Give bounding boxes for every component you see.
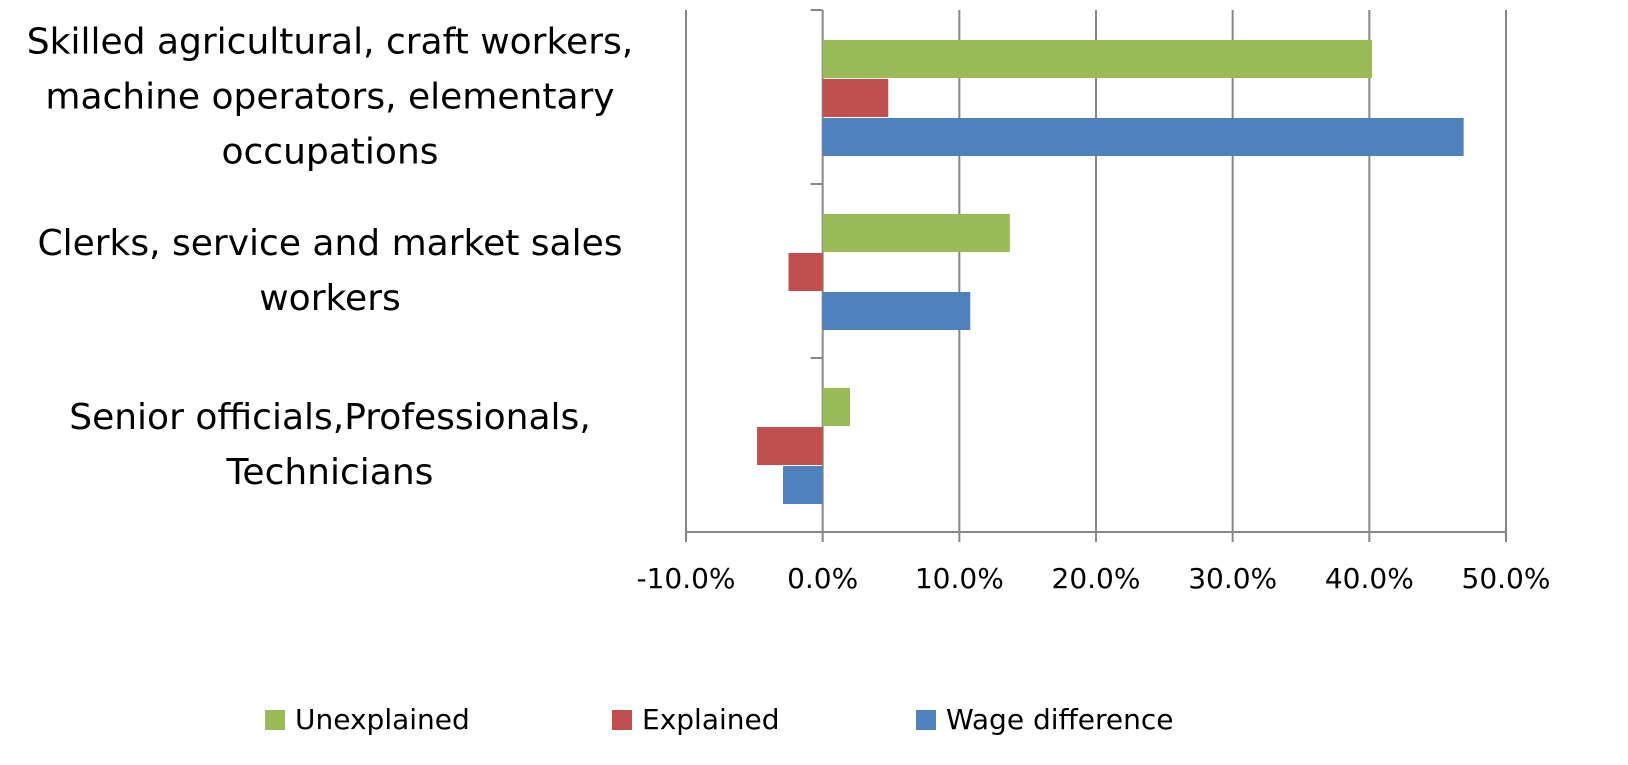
legend-swatch <box>612 710 632 730</box>
bar <box>788 253 823 291</box>
bar <box>822 118 1464 156</box>
bar <box>822 214 1010 252</box>
legend-label: Wage difference <box>946 703 1174 736</box>
bar <box>757 427 823 465</box>
x-tick-label: 30.0% <box>1188 562 1277 595</box>
x-tick-label: 20.0% <box>1052 562 1141 595</box>
bar <box>822 40 1373 78</box>
category-label: Clerks, service and market sales workers <box>37 223 623 319</box>
x-tick-label: 40.0% <box>1325 562 1414 595</box>
bar <box>822 292 971 330</box>
x-tick-label: 50.0% <box>1462 562 1551 595</box>
x-tick-label: 10.0% <box>915 562 1004 595</box>
category-label: Skilled agricultural, craft workers, mac… <box>26 21 634 173</box>
x-tick-label: -10.0% <box>636 562 735 595</box>
legend-swatch <box>916 710 936 730</box>
x-tick-label: 0.0% <box>787 562 858 595</box>
legend-label: Unexplained <box>295 703 470 736</box>
bar <box>783 466 823 504</box>
legend-label: Explained <box>642 703 780 736</box>
bar <box>822 388 850 426</box>
legend-swatch <box>265 710 285 730</box>
bar <box>822 79 889 117</box>
category-label: Senior officials,Professionals, Technici… <box>69 397 591 493</box>
